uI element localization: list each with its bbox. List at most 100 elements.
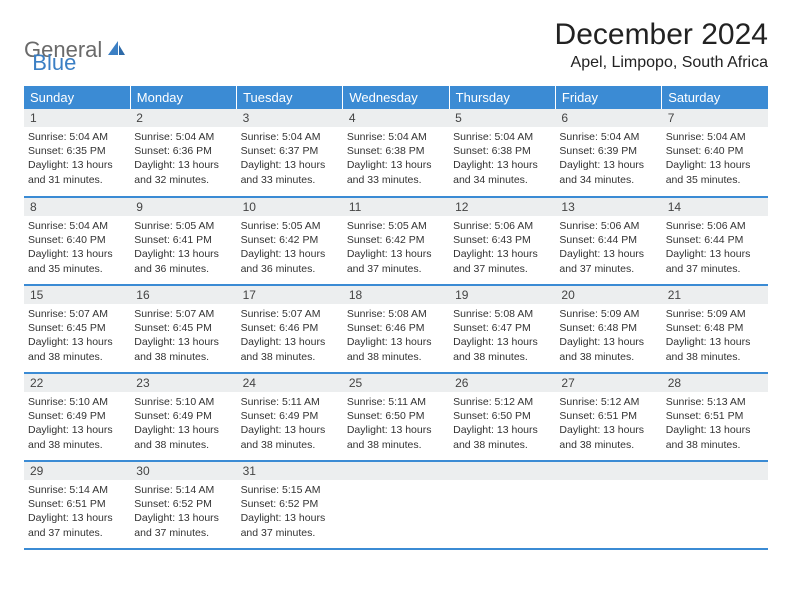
sunrise-line: Sunrise: 5:04 AM (453, 130, 551, 144)
calendar-cell: 14Sunrise: 5:06 AMSunset: 6:44 PMDayligh… (662, 197, 768, 285)
sunrise-line: Sunrise: 5:08 AM (347, 307, 445, 321)
calendar-cell: 19Sunrise: 5:08 AMSunset: 6:47 PMDayligh… (449, 285, 555, 373)
sunset-line: Sunset: 6:46 PM (347, 321, 445, 335)
day-body: Sunrise: 5:04 AMSunset: 6:36 PMDaylight:… (130, 127, 236, 193)
header: General Blue December 2024 Apel, Limpopo… (24, 18, 768, 76)
sunset-line: Sunset: 6:44 PM (559, 233, 657, 247)
day-number: 17 (237, 286, 343, 304)
sunrise-line: Sunrise: 5:13 AM (666, 395, 764, 409)
daylight-line: Daylight: 13 hours and 36 minutes. (241, 247, 339, 275)
sunrise-line: Sunrise: 5:04 AM (241, 130, 339, 144)
day-body: Sunrise: 5:04 AMSunset: 6:38 PMDaylight:… (449, 127, 555, 193)
month-title: December 2024 (555, 18, 768, 52)
sunrise-line: Sunrise: 5:09 AM (559, 307, 657, 321)
calendar-cell: 13Sunrise: 5:06 AMSunset: 6:44 PMDayligh… (555, 197, 661, 285)
day-body: Sunrise: 5:11 AMSunset: 6:50 PMDaylight:… (343, 392, 449, 458)
day-body: Sunrise: 5:12 AMSunset: 6:50 PMDaylight:… (449, 392, 555, 458)
daylight-line: Daylight: 13 hours and 38 minutes. (453, 423, 551, 451)
day-number: 19 (449, 286, 555, 304)
daylight-line: Daylight: 13 hours and 34 minutes. (559, 158, 657, 186)
sunset-line: Sunset: 6:46 PM (241, 321, 339, 335)
day-body: Sunrise: 5:08 AMSunset: 6:47 PMDaylight:… (449, 304, 555, 370)
sunrise-line: Sunrise: 5:04 AM (347, 130, 445, 144)
daylight-line: Daylight: 13 hours and 38 minutes. (453, 335, 551, 363)
day-number: 10 (237, 198, 343, 216)
daylight-line: Daylight: 13 hours and 37 minutes. (134, 511, 232, 539)
day-number: 28 (662, 374, 768, 392)
day-body: Sunrise: 5:07 AMSunset: 6:45 PMDaylight:… (130, 304, 236, 370)
daylight-line: Daylight: 13 hours and 38 minutes. (28, 423, 126, 451)
day-body: Sunrise: 5:04 AMSunset: 6:35 PMDaylight:… (24, 127, 130, 193)
calendar-cell: 26Sunrise: 5:12 AMSunset: 6:50 PMDayligh… (449, 373, 555, 461)
daylight-line: Daylight: 13 hours and 38 minutes. (28, 335, 126, 363)
calendar-cell: 6Sunrise: 5:04 AMSunset: 6:39 PMDaylight… (555, 109, 661, 197)
calendar-cell (343, 461, 449, 549)
day-body: Sunrise: 5:04 AMSunset: 6:38 PMDaylight:… (343, 127, 449, 193)
calendar-cell: 18Sunrise: 5:08 AMSunset: 6:46 PMDayligh… (343, 285, 449, 373)
calendar-cell: 31Sunrise: 5:15 AMSunset: 6:52 PMDayligh… (237, 461, 343, 549)
sunset-line: Sunset: 6:40 PM (666, 144, 764, 158)
calendar-cell (555, 461, 661, 549)
day-body: Sunrise: 5:07 AMSunset: 6:45 PMDaylight:… (24, 304, 130, 370)
daylight-line: Daylight: 13 hours and 37 minutes. (241, 511, 339, 539)
day-body: Sunrise: 5:09 AMSunset: 6:48 PMDaylight:… (555, 304, 661, 370)
day-body: Sunrise: 5:05 AMSunset: 6:42 PMDaylight:… (343, 216, 449, 282)
sunrise-line: Sunrise: 5:11 AM (347, 395, 445, 409)
sunset-line: Sunset: 6:37 PM (241, 144, 339, 158)
day-number: 11 (343, 198, 449, 216)
day-body: Sunrise: 5:06 AMSunset: 6:44 PMDaylight:… (662, 216, 768, 282)
sunrise-line: Sunrise: 5:04 AM (559, 130, 657, 144)
day-number: 9 (130, 198, 236, 216)
day-body: Sunrise: 5:06 AMSunset: 6:43 PMDaylight:… (449, 216, 555, 282)
weekday-header: Saturday (662, 86, 768, 109)
day-number: 1 (24, 109, 130, 127)
brand-sail-icon (106, 39, 126, 62)
daylight-line: Daylight: 13 hours and 38 minutes. (666, 423, 764, 451)
day-number: 12 (449, 198, 555, 216)
day-body: Sunrise: 5:06 AMSunset: 6:44 PMDaylight:… (555, 216, 661, 282)
weekday-header: Sunday (24, 86, 130, 109)
weekday-header: Wednesday (343, 86, 449, 109)
day-number: 31 (237, 462, 343, 480)
day-number: 3 (237, 109, 343, 127)
daylight-line: Daylight: 13 hours and 38 minutes. (241, 423, 339, 451)
daylight-line: Daylight: 13 hours and 33 minutes. (241, 158, 339, 186)
daylight-line: Daylight: 13 hours and 33 minutes. (347, 158, 445, 186)
day-body: Sunrise: 5:14 AMSunset: 6:51 PMDaylight:… (24, 480, 130, 546)
daylight-line: Daylight: 13 hours and 34 minutes. (453, 158, 551, 186)
day-number: 27 (555, 374, 661, 392)
day-number: 25 (343, 374, 449, 392)
sunset-line: Sunset: 6:44 PM (666, 233, 764, 247)
brand-logo: General Blue (24, 18, 76, 76)
daylight-line: Daylight: 13 hours and 37 minutes. (559, 247, 657, 275)
sunset-line: Sunset: 6:42 PM (241, 233, 339, 247)
day-number (555, 462, 661, 480)
day-number (449, 462, 555, 480)
daylight-line: Daylight: 13 hours and 38 minutes. (559, 335, 657, 363)
sunrise-line: Sunrise: 5:04 AM (134, 130, 232, 144)
sunset-line: Sunset: 6:50 PM (347, 409, 445, 423)
title-block: December 2024 Apel, Limpopo, South Afric… (555, 18, 768, 72)
sunrise-line: Sunrise: 5:04 AM (666, 130, 764, 144)
daylight-line: Daylight: 13 hours and 31 minutes. (28, 158, 126, 186)
day-number: 18 (343, 286, 449, 304)
day-body: Sunrise: 5:05 AMSunset: 6:41 PMDaylight:… (130, 216, 236, 282)
calendar-table: SundayMondayTuesdayWednesdayThursdayFrid… (24, 86, 768, 550)
calendar-cell (662, 461, 768, 549)
daylight-line: Daylight: 13 hours and 35 minutes. (28, 247, 126, 275)
day-number: 5 (449, 109, 555, 127)
calendar-cell: 11Sunrise: 5:05 AMSunset: 6:42 PMDayligh… (343, 197, 449, 285)
calendar-cell: 17Sunrise: 5:07 AMSunset: 6:46 PMDayligh… (237, 285, 343, 373)
calendar-cell: 10Sunrise: 5:05 AMSunset: 6:42 PMDayligh… (237, 197, 343, 285)
calendar-cell: 4Sunrise: 5:04 AMSunset: 6:38 PMDaylight… (343, 109, 449, 197)
weekday-header: Friday (555, 86, 661, 109)
day-number: 29 (24, 462, 130, 480)
calendar-cell: 8Sunrise: 5:04 AMSunset: 6:40 PMDaylight… (24, 197, 130, 285)
daylight-line: Daylight: 13 hours and 38 minutes. (134, 335, 232, 363)
day-body: Sunrise: 5:05 AMSunset: 6:42 PMDaylight:… (237, 216, 343, 282)
sunset-line: Sunset: 6:51 PM (666, 409, 764, 423)
sunset-line: Sunset: 6:47 PM (453, 321, 551, 335)
sunset-line: Sunset: 6:38 PM (453, 144, 551, 158)
calendar-cell: 30Sunrise: 5:14 AMSunset: 6:52 PMDayligh… (130, 461, 236, 549)
calendar-cell: 23Sunrise: 5:10 AMSunset: 6:49 PMDayligh… (130, 373, 236, 461)
